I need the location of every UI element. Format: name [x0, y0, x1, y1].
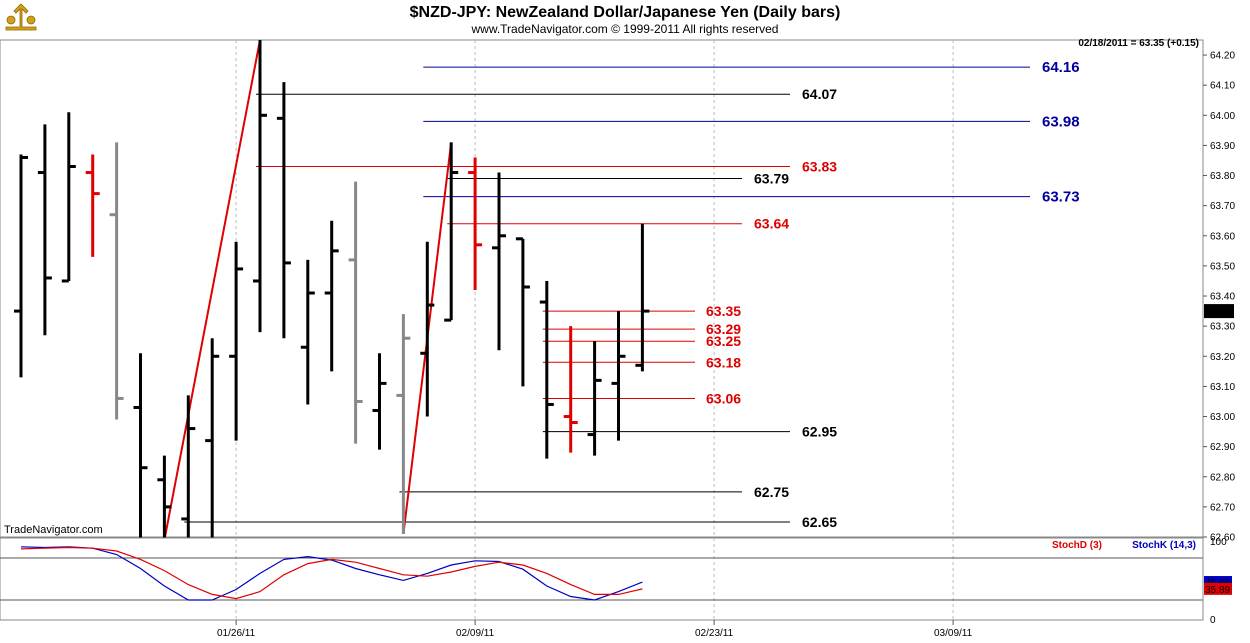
date-tick-label: 02/23/11 [695, 628, 734, 639]
price-tick-label: 63.00 [1210, 412, 1235, 423]
legend-stoch-d: StochD (3) [1052, 540, 1102, 551]
logo-icon [4, 2, 38, 34]
date-axis: 01/26/11 02/09/11 02/23/11 03/09/11 [217, 620, 973, 639]
trendline [163, 39, 261, 541]
ohlc-bar [396, 314, 411, 534]
price-tick-label: 64.20 [1210, 51, 1235, 62]
price-tick-label: 63.50 [1210, 261, 1235, 272]
ohlc-bar [324, 220, 339, 372]
stochastic-axis: 100045.6635.89 [1202, 537, 1232, 626]
stoch-k-line [20, 546, 643, 601]
stochastic-panel: StochD (3) StochK (14,3) [0, 537, 1204, 621]
stochastic-panel-frame [0, 537, 1204, 621]
ohlc-bar [587, 341, 602, 456]
stoch-tick-label: 0 [1210, 615, 1216, 626]
ohlc-bar [468, 157, 483, 291]
ohlc-bar [205, 338, 220, 541]
stochastic-lines [20, 546, 643, 601]
ohlc-bar [539, 280, 554, 459]
last-price-box [1204, 304, 1234, 319]
ohlc-bar [515, 237, 530, 387]
level-label: 63.79 [754, 171, 789, 187]
price-tick-label: 62.60 [1210, 533, 1235, 544]
ohlc-bars [14, 40, 650, 541]
level-label: 64.07 [802, 86, 837, 102]
ohlc-bar [181, 395, 196, 541]
level-label: 63.83 [802, 159, 837, 175]
stoch-d-last-box [1204, 582, 1232, 595]
ohlc-bar [420, 241, 435, 417]
price-tick-label: 64.10 [1210, 81, 1235, 92]
ohlc-bar [157, 455, 172, 541]
level-label: 63.73 [1042, 189, 1080, 206]
price-tick-label: 62.70 [1210, 502, 1235, 513]
level-label: 63.64 [754, 216, 789, 232]
copyright-subtitle: www.TradeNavigator.com © 1999-2011 All r… [471, 22, 779, 36]
price-tick-label: 63.60 [1210, 231, 1235, 242]
level-label: 62.95 [802, 424, 837, 440]
level-label: 62.75 [754, 484, 789, 500]
ohlc-bar [348, 181, 363, 444]
level-label: 64.16 [1042, 59, 1080, 76]
watermark-text: TradeNavigator.com [4, 524, 103, 536]
level-labels: 64.16 64.07 63.98 63.83 63.79 63.73 63.64 63.35… [706, 59, 1080, 530]
price-tick-label: 63.10 [1210, 382, 1235, 393]
ohlc-bar [635, 223, 650, 372]
price-tick-label: 62.80 [1210, 472, 1235, 483]
price-tick-label: 62.90 [1210, 442, 1235, 453]
price-tick-label: 63.30 [1210, 322, 1235, 333]
price-axis: 64.20 64.10 64.00 63.90 63.80 63.70 63.60 63.50… [1202, 40, 1235, 544]
price-panel-frame [0, 39, 1204, 538]
chart-title: $NZD-JPY: NewZealand Dollar/Japanese Yen… [410, 4, 841, 21]
level-label: 62.65 [802, 514, 837, 530]
legend-stoch-k: StochK (14,3) [1132, 540, 1196, 551]
price-tick-label: 63.20 [1210, 352, 1235, 363]
date-tick-label: 03/09/11 [934, 628, 973, 639]
ohlc-bar [300, 259, 315, 405]
ohlc-bar [253, 40, 267, 333]
date-tick-label: 01/26/11 [217, 628, 256, 639]
level-label: 63.98 [1042, 113, 1080, 130]
price-tick-label: 63.40 [1210, 292, 1235, 303]
ohlc-bar [37, 124, 52, 336]
ohlc-bar [444, 142, 459, 322]
stoch-d-line [20, 546, 643, 600]
ohlc-bar [276, 82, 291, 339]
price-tick-label: 63.90 [1210, 141, 1235, 152]
date-tick-label: 02/09/11 [456, 628, 495, 639]
ohlc-bar [492, 172, 506, 351]
level-label: 63.06 [706, 390, 741, 406]
level-label: 63.25 [706, 333, 741, 349]
ohlc-bar [372, 353, 387, 450]
ohlc-bar [133, 353, 148, 541]
ohlc-bar [611, 311, 626, 441]
level-label: 63.35 [706, 303, 741, 319]
ohlc-bar [14, 154, 28, 378]
last-price-label: 63.35 [1206, 307, 1231, 318]
quote-readout: 02/18/2011 = 63.35 (+0.15) [1078, 38, 1199, 49]
price-panel: 64.16 64.07 63.98 63.83 63.79 63.73 63.64 63.35… [0, 38, 1204, 541]
ohlc-bar [563, 326, 578, 453]
ohlc-bar [61, 112, 76, 283]
ohlc-bar [229, 241, 244, 441]
price-levels [184, 66, 1030, 523]
price-tick-label: 63.70 [1210, 201, 1235, 212]
ohlc-bar [109, 142, 124, 420]
price-tick-label: 63.80 [1210, 171, 1235, 182]
ohlc-bar [85, 154, 100, 257]
stoch-d-last-label: 35.89 [1205, 585, 1230, 596]
level-label: 63.29 [706, 321, 741, 337]
level-label: 63.18 [706, 354, 741, 370]
price-tick-label: 64.00 [1210, 111, 1235, 122]
stoch-tick-label: 100 [1210, 537, 1227, 548]
